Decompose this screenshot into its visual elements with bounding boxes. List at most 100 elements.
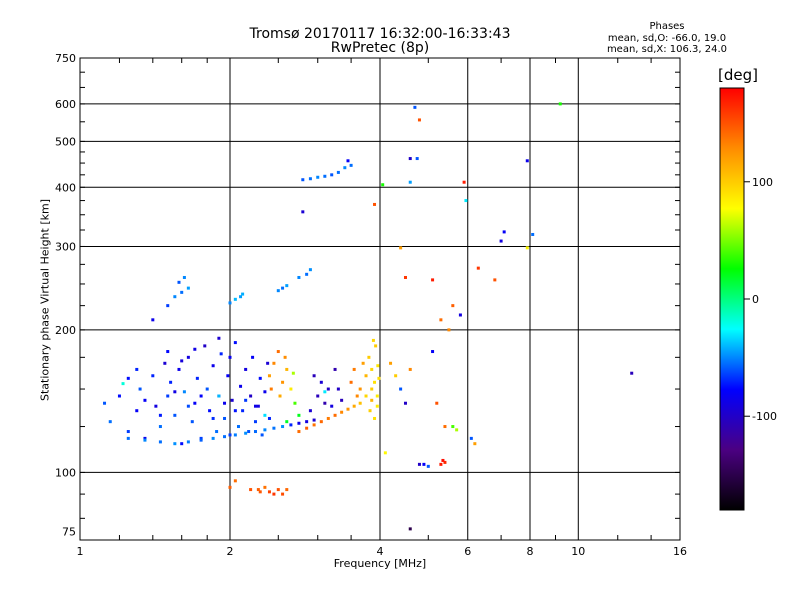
data-point [349,380,353,384]
data-point [135,409,139,413]
data-point [323,401,327,405]
data-point [267,374,271,378]
data-point [355,394,359,398]
data-point [370,387,374,391]
data-point [236,425,240,429]
data-point [233,409,237,413]
data-point [151,374,155,378]
data-point [413,105,417,109]
data-point [267,416,271,420]
data-point [121,382,125,386]
data-point [323,174,327,178]
y-tick-label: 600 [55,98,76,111]
data-point [258,490,262,494]
data-point [276,289,280,293]
data-point [267,490,271,494]
data-point [272,426,276,430]
data-point [431,278,435,282]
data-point [394,374,398,378]
data-point [239,295,243,299]
data-point [383,451,387,455]
data-point [525,246,529,250]
data-point [186,355,190,359]
data-point [458,313,462,317]
data-point [308,268,312,272]
plot-frame [79,57,681,541]
data-point [451,304,455,308]
data-point [439,462,443,466]
data-point [182,390,186,394]
data-point [462,180,466,184]
data-point [285,488,289,492]
data-point [193,347,197,351]
data-point [323,390,327,394]
data-point [297,430,301,434]
data-point [278,394,282,398]
data-point [330,404,334,408]
data-point [473,442,477,446]
data-point [343,166,347,170]
data-point [249,394,253,398]
data-point [177,280,181,284]
data-point [163,361,167,365]
data-point [403,275,407,279]
phases-title: Phases [649,21,685,32]
data-point [349,163,353,167]
data-point [208,409,212,413]
data-point [219,352,223,356]
data-point [276,488,280,492]
data-point [253,404,257,408]
data-point [169,380,173,384]
chart-subtitle: RwPretec (8p) [330,40,430,56]
data-point [312,418,316,422]
data-point [182,275,186,279]
data-point [143,438,147,442]
data-point [305,426,309,430]
data-point [166,394,170,398]
data-point [281,380,285,384]
chart-title: Tromsø 20170117 16:32:00-16:33:43 [249,26,511,42]
y-tick-label: 100 [55,466,76,479]
data-point [375,404,379,408]
data-point [166,304,170,308]
data-point [531,232,535,236]
data-point [180,359,184,363]
data-point [193,401,197,405]
y-tick-label: 200 [55,324,76,337]
data-point [364,394,368,398]
data-point [151,318,155,322]
data-point [408,527,412,531]
data-point [291,371,295,375]
data-point [408,157,412,161]
data-point [558,102,562,106]
x-tick-label: 6 [464,545,471,558]
data-point [499,239,503,243]
data-point [126,376,130,380]
data-point [230,398,234,402]
data-point [297,275,301,279]
data-point [352,367,356,371]
y-tick-label: 500 [55,135,76,148]
data-point [373,416,377,420]
data-point [143,398,147,402]
data-point [381,183,385,187]
data-point [326,416,330,420]
data-point [476,266,480,270]
data-point [233,433,237,437]
data-point [371,338,375,342]
data-point [417,118,421,122]
data-point [281,286,285,290]
data-point [126,430,130,434]
data-point [186,286,190,290]
data-point [285,420,289,424]
data-point [368,409,372,413]
data-point [177,367,181,371]
y-axis-label: Stationary phase Virtual Height [km] [38,198,52,402]
data-point [361,361,365,365]
data-point [256,488,260,492]
data-point [143,436,147,440]
data-point [226,374,230,378]
data-point [228,301,232,305]
data-point [469,436,473,440]
